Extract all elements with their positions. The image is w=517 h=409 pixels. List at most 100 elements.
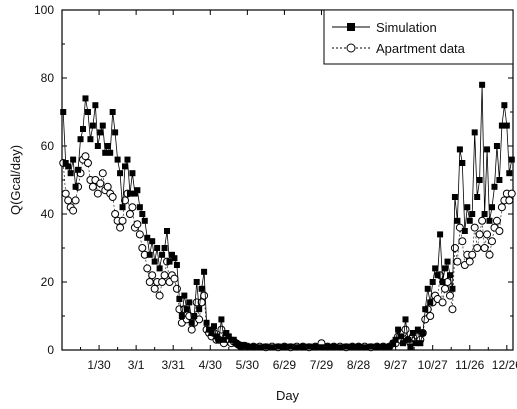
data-point — [445, 291, 454, 300]
data-point — [367, 343, 374, 350]
data-point — [479, 81, 486, 88]
data-point — [397, 333, 404, 340]
data-point — [230, 336, 237, 343]
data-point — [469, 211, 476, 217]
data-point — [124, 156, 131, 163]
x-axis-title: Day — [276, 388, 300, 403]
data-point — [402, 316, 409, 323]
data-point — [172, 284, 181, 293]
data-point — [225, 333, 232, 340]
data-point — [437, 231, 444, 238]
data-point — [474, 194, 481, 200]
data-point — [94, 143, 101, 149]
data-point — [128, 203, 137, 212]
data-point — [201, 268, 208, 275]
y-tick-label: 80 — [41, 71, 55, 85]
data-point — [93, 189, 102, 198]
data-point — [144, 234, 151, 241]
data-point — [149, 238, 156, 245]
data-point — [168, 251, 175, 258]
data-point — [145, 278, 154, 286]
data-point — [97, 129, 104, 136]
data-point — [453, 257, 462, 266]
y-tick-label: 60 — [41, 139, 55, 153]
data-point — [476, 177, 483, 183]
data-point — [126, 190, 133, 197]
data-point — [160, 271, 169, 280]
data-point — [114, 156, 121, 163]
data-point — [148, 271, 157, 280]
data-point — [250, 343, 257, 350]
data-point — [400, 340, 407, 347]
data-point — [98, 169, 107, 178]
data-point — [178, 313, 185, 319]
y-tick-label: 100 — [34, 3, 54, 17]
data-point — [136, 204, 143, 211]
data-point — [438, 298, 447, 307]
data-point — [133, 220, 142, 229]
data-point — [444, 258, 451, 265]
data-point — [475, 230, 484, 239]
data-point — [349, 343, 356, 350]
data-point — [150, 284, 159, 293]
data-point — [218, 316, 225, 323]
data-point — [414, 326, 421, 333]
data-point — [131, 190, 138, 197]
data-point — [324, 343, 331, 350]
x-tick-label: 12/26 — [492, 358, 517, 372]
series-apartment-data — [59, 152, 516, 352]
data-point — [161, 245, 168, 251]
data-point — [492, 216, 501, 225]
data-point — [429, 279, 436, 285]
series-line — [62, 155, 513, 348]
legend-marker-simulation — [347, 23, 355, 31]
data-point — [65, 163, 72, 170]
data-point — [181, 292, 188, 299]
data-point — [446, 272, 453, 279]
data-point — [200, 291, 209, 300]
data-point — [213, 333, 220, 340]
data-point — [407, 343, 414, 350]
x-tick-label: 6/29 — [273, 358, 297, 372]
data-point — [501, 102, 508, 109]
data-point — [498, 122, 505, 129]
data-point — [84, 109, 91, 115]
data-point — [67, 170, 74, 177]
data-point — [468, 250, 477, 259]
data-point — [448, 305, 457, 314]
data-point — [487, 237, 496, 246]
data-point — [134, 187, 141, 194]
data-point — [103, 182, 112, 191]
data-point — [99, 122, 106, 129]
data-point — [122, 163, 129, 170]
data-point — [166, 258, 173, 265]
x-tick-label: 1/30 — [87, 358, 111, 372]
data-point — [96, 179, 105, 188]
data-point — [256, 344, 263, 351]
data-point — [412, 340, 419, 347]
data-series — [59, 81, 516, 352]
legend-marker-apartment-data — [346, 43, 356, 53]
data-point — [188, 319, 195, 326]
data-point — [466, 217, 473, 224]
data-point — [102, 149, 109, 156]
data-point — [456, 146, 463, 153]
data-point — [424, 285, 431, 292]
data-point — [262, 343, 269, 350]
data-point — [88, 182, 97, 191]
data-point — [343, 343, 350, 350]
data-point — [269, 344, 276, 351]
data-point — [104, 143, 111, 149]
data-point — [146, 251, 153, 258]
data-point — [395, 326, 402, 333]
data-point — [488, 204, 495, 211]
data-point — [164, 228, 171, 234]
data-point — [186, 299, 193, 306]
data-point — [306, 343, 313, 350]
data-point — [170, 274, 179, 283]
data-point — [193, 279, 200, 285]
data-point — [116, 223, 125, 232]
data-point — [240, 341, 247, 348]
data-point — [223, 330, 230, 336]
